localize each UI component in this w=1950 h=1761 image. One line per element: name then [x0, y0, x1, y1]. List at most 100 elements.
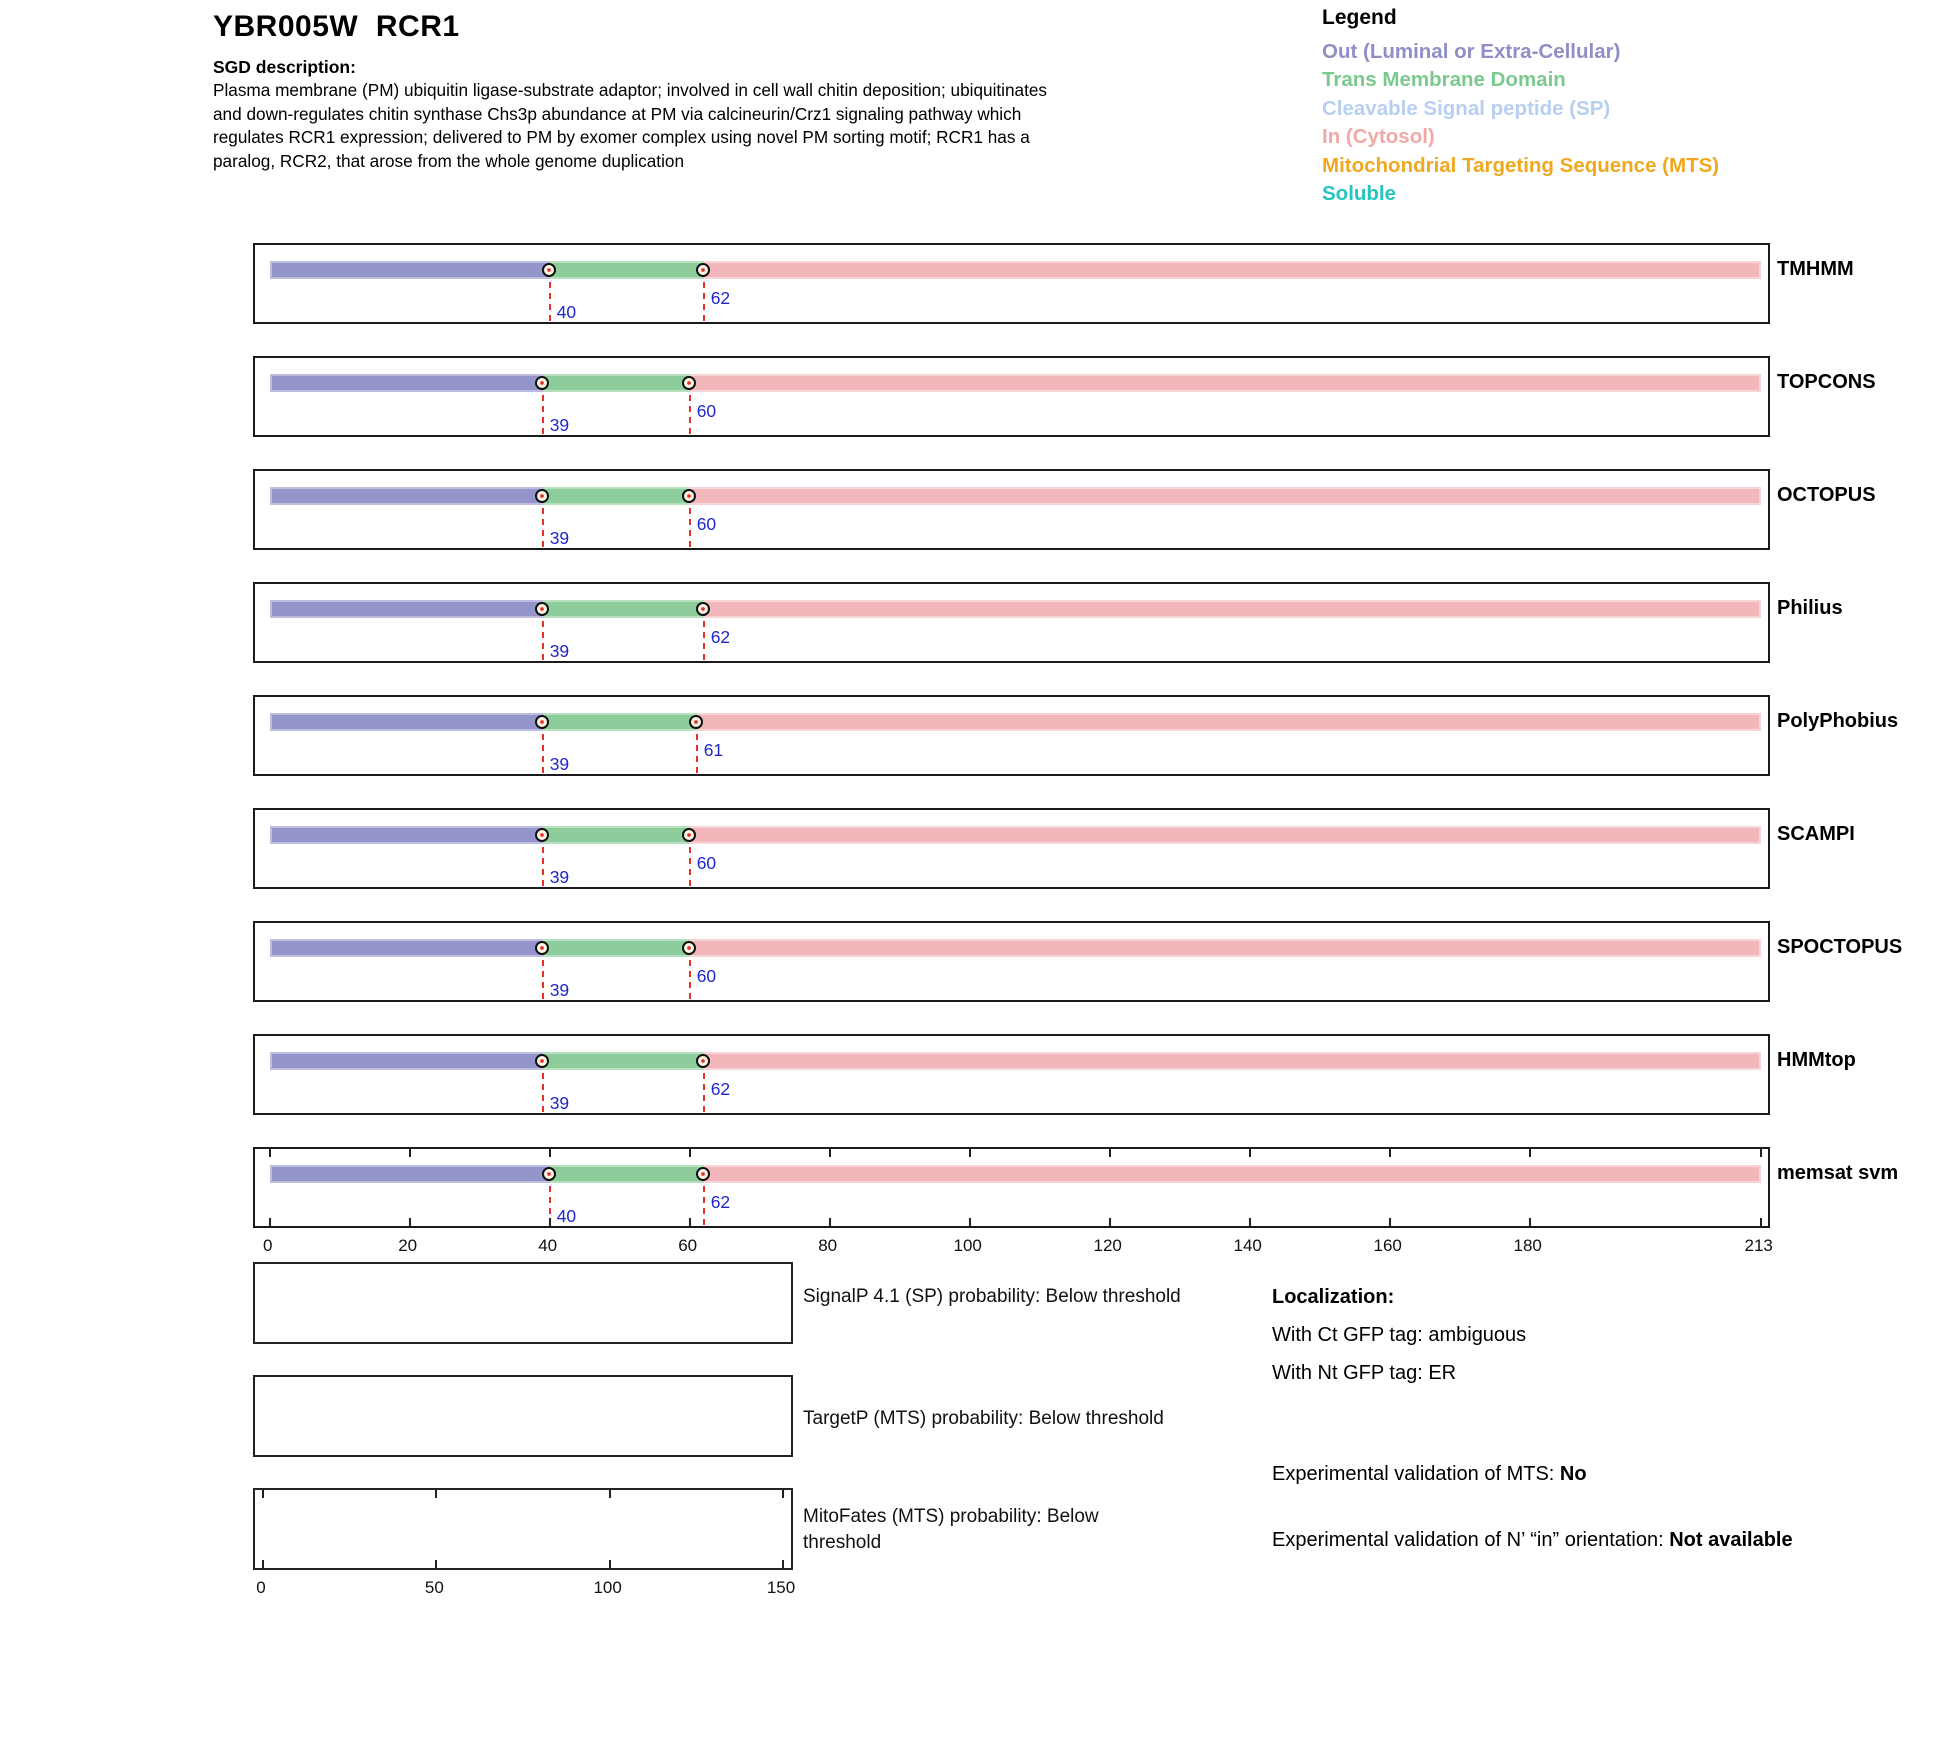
validation-orientation-prefix: Experimental validation of N’ “in” orien… — [1272, 1529, 1670, 1551]
region-out — [269, 826, 543, 844]
axis-tick-label: 140 — [1233, 1236, 1262, 1255]
tm-boundary-marker — [682, 376, 697, 390]
validation-orientation: Experimental validation of N’ “in” orien… — [1272, 1524, 1817, 1556]
track-label: SCAMPI — [1777, 823, 1855, 845]
axis-tick-top — [688, 1149, 691, 1157]
prob-axis-tick-top — [782, 1490, 784, 1498]
axis-tick-bottom — [268, 1218, 271, 1226]
axis-tick-bottom — [1528, 1218, 1531, 1226]
tm-boundary-value: 39 — [549, 754, 570, 774]
axis-tick-top — [268, 1149, 271, 1157]
tm-boundary-marker — [535, 941, 550, 955]
axis-tick-bottom — [968, 1218, 971, 1226]
track-box: 39 62 — [253, 582, 1770, 663]
axis-tick-label: 100 — [953, 1236, 982, 1255]
axis-tick-bottom — [1248, 1218, 1251, 1226]
tm-boundary-value: 61 — [703, 740, 724, 760]
region-out — [269, 487, 543, 505]
region-tm — [549, 261, 704, 279]
probability-plot-caption: SignalP 4.1 (SP) probability: Below thre… — [803, 1286, 1181, 1307]
tm-boundary-line — [702, 271, 705, 321]
region-tm — [542, 939, 690, 957]
region-in — [689, 939, 1761, 957]
prob-axis-tick-bottom — [782, 1560, 784, 1568]
tm-boundary-value: 60 — [696, 966, 717, 986]
tm-boundary-marker — [535, 828, 550, 842]
prob-axis-tick-label: 150 — [766, 1578, 796, 1597]
track-label: SPOCTOPUS — [1777, 936, 1903, 958]
prob-axis-tick-label: 100 — [593, 1578, 622, 1597]
axis-tick-label: 20 — [398, 1236, 418, 1255]
tm-boundary-value: 62 — [710, 288, 731, 308]
probability-plot-caption: TargetP (MTS) probability: Below thresho… — [803, 1408, 1164, 1429]
tm-boundary-line — [548, 1175, 551, 1225]
tm-boundary-marker — [535, 1054, 550, 1068]
axis-tick-bottom — [1108, 1218, 1111, 1226]
tm-boundary-line — [688, 384, 691, 434]
region-out — [269, 713, 543, 731]
tm-boundary-line — [541, 1062, 544, 1112]
validation-mts-value: No — [1559, 1463, 1587, 1485]
region-tm — [542, 1052, 704, 1070]
tm-boundary-marker — [682, 828, 697, 842]
axis-tick-top — [1248, 1149, 1251, 1157]
track-box: 39 61 — [253, 695, 1770, 776]
tm-boundary-marker — [682, 489, 697, 503]
axis-tick-bottom — [828, 1218, 831, 1226]
track-box: 39 62 — [253, 1034, 1770, 1115]
prob-axis-tick-bottom — [262, 1560, 264, 1568]
probability-plot-box — [253, 1488, 793, 1570]
region-in — [689, 826, 1761, 844]
tm-boundary-marker — [696, 1054, 711, 1068]
localization-heading: Localization: — [1272, 1286, 1395, 1308]
legend-item: Cleavable Signal peptide (SP) — [1322, 96, 1611, 120]
region-tm — [542, 713, 697, 731]
validation-mts-prefix: Experimental validation of MTS: — [1272, 1463, 1560, 1485]
axis-tick-top — [548, 1149, 551, 1157]
prob-axis-tick-top — [435, 1490, 438, 1498]
tm-boundary-value: 60 — [696, 401, 717, 421]
region-out — [269, 374, 543, 392]
region-tm — [542, 487, 690, 505]
tm-boundary-line — [702, 1175, 705, 1225]
tm-boundary-line — [541, 836, 544, 886]
region-out — [269, 600, 543, 618]
tm-boundary-line — [548, 271, 551, 321]
track-box: 40 62 — [253, 243, 1770, 324]
tm-boundary-line — [702, 610, 705, 660]
axis-tick-label: 160 — [1373, 1236, 1402, 1255]
prob-axis-tick-top — [608, 1490, 611, 1498]
region-tm — [542, 374, 690, 392]
axis-tick-bottom — [1388, 1218, 1391, 1226]
axis-tick-bottom — [548, 1218, 551, 1226]
tm-boundary-marker — [535, 715, 550, 729]
track-box: 40 62 — [253, 1147, 1770, 1228]
tm-boundary-value: 40 — [556, 302, 577, 322]
tm-boundary-value: 39 — [549, 980, 570, 1000]
tm-boundary-value: 62 — [710, 1079, 731, 1099]
legend-item: Soluble — [1322, 182, 1397, 206]
axis-tick-label: 0 — [262, 1236, 273, 1255]
axis-tick-top — [1759, 1149, 1762, 1157]
tm-boundary-line — [541, 497, 544, 547]
probability-plot-box — [253, 1262, 793, 1344]
tm-boundary-line — [541, 949, 544, 999]
axis-tick-label: 180 — [1513, 1236, 1542, 1255]
region-in — [703, 600, 1761, 618]
prob-axis-tick-top — [262, 1490, 264, 1498]
axis-tick-top — [828, 1149, 831, 1157]
tm-boundary-marker — [535, 376, 550, 390]
tm-boundary-marker — [542, 263, 557, 277]
tm-boundary-line — [541, 610, 544, 660]
tm-boundary-value: 39 — [549, 867, 570, 887]
tm-boundary-marker — [542, 1167, 557, 1181]
legend-item: Out (Luminal or Extra-Cellular) — [1322, 40, 1621, 63]
tm-boundary-value: 60 — [696, 853, 717, 873]
region-out — [269, 1165, 550, 1183]
axis-tick-label: 60 — [678, 1236, 698, 1255]
region-in — [689, 374, 1761, 392]
axis-tick-label: 213 — [1744, 1236, 1773, 1255]
track-box: 39 60 — [253, 808, 1770, 889]
legend: Legend Out (Luminal or Extra-Cellular) Tr… — [1322, 6, 1719, 208]
localization-nt-gfp: With Nt GFP tag: ER — [1272, 1362, 1457, 1384]
